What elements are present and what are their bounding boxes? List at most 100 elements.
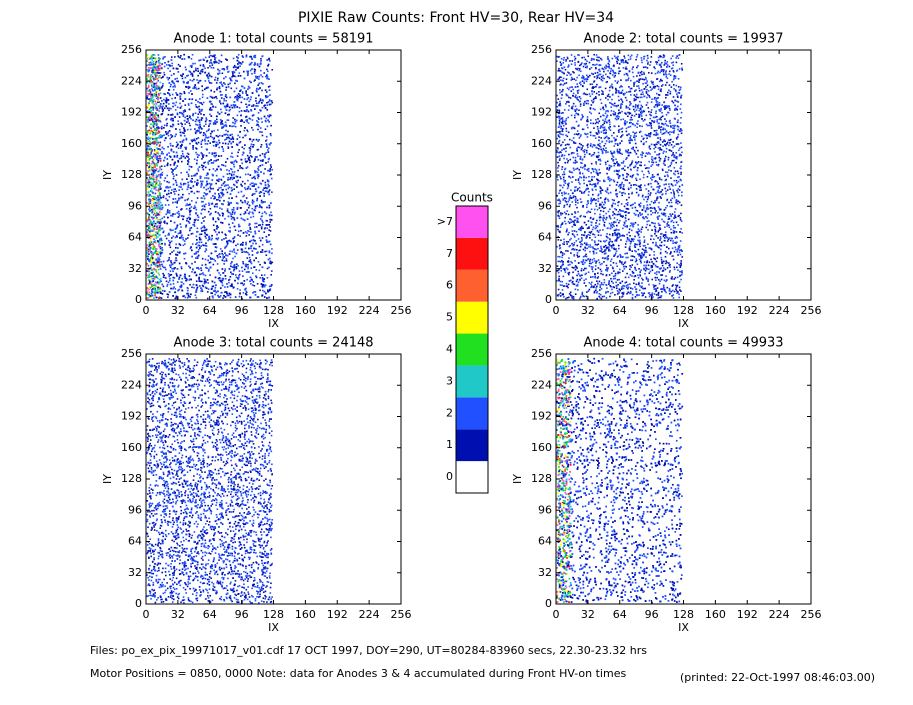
pixel — [244, 127, 246, 129]
pixel — [260, 58, 262, 60]
pixel — [235, 143, 238, 146]
pixel — [233, 266, 236, 269]
pixel — [214, 243, 217, 245]
pixel — [161, 151, 163, 153]
pixel — [216, 115, 218, 118]
pixel — [155, 124, 158, 126]
pixel — [155, 235, 158, 238]
pixel — [236, 99, 239, 102]
pixel — [171, 215, 174, 217]
pixel — [159, 201, 162, 204]
pixel — [270, 166, 273, 168]
pixel — [257, 105, 259, 107]
pixel — [251, 194, 254, 197]
pixel — [148, 169, 151, 172]
pixel — [188, 279, 191, 281]
pixel — [193, 78, 195, 81]
pixel — [170, 168, 173, 170]
pixel — [216, 61, 218, 64]
pixel — [244, 293, 247, 295]
pixel — [156, 78, 159, 80]
pixel — [189, 247, 192, 250]
pixel — [149, 76, 152, 79]
pixel — [217, 68, 219, 71]
pixel — [205, 237, 207, 239]
pixel — [160, 168, 163, 171]
pixel — [151, 97, 153, 99]
pixel — [267, 114, 269, 117]
pixel — [153, 172, 156, 174]
pixel — [211, 234, 213, 237]
pixel — [208, 81, 211, 84]
pixel — [168, 233, 170, 236]
pixel — [179, 274, 182, 277]
pixel — [194, 294, 197, 297]
pixel — [200, 119, 203, 121]
pixel — [208, 236, 210, 239]
pixel — [147, 148, 150, 151]
pixel — [232, 117, 234, 119]
pixel — [179, 98, 182, 100]
pixel — [269, 133, 272, 135]
pixel — [229, 262, 232, 265]
pixel — [206, 172, 209, 175]
pixel — [195, 138, 198, 140]
pixel — [170, 264, 173, 266]
pixel — [205, 123, 207, 126]
pixel — [149, 178, 151, 181]
pixel — [183, 119, 186, 122]
pixel — [152, 170, 155, 172]
pixel — [146, 297, 149, 299]
pixel — [219, 274, 222, 276]
pixel — [172, 145, 174, 147]
pixel — [238, 274, 240, 277]
pixel — [166, 186, 168, 189]
pixel — [223, 260, 226, 262]
pixel — [206, 233, 208, 236]
pixel — [193, 174, 195, 177]
pixel — [162, 152, 165, 155]
pixel — [249, 155, 252, 157]
pixel — [146, 220, 149, 222]
pixel — [205, 188, 208, 191]
pixel — [219, 256, 221, 258]
pixel — [198, 190, 200, 193]
pixel — [250, 278, 253, 281]
pixel — [157, 227, 160, 229]
pixel — [254, 54, 257, 57]
pixel — [264, 89, 267, 91]
pixel — [148, 115, 151, 118]
pixel — [247, 179, 249, 182]
pixel — [232, 207, 235, 209]
pixel — [161, 85, 164, 87]
pixel — [203, 186, 205, 189]
pixel — [161, 289, 164, 292]
pixel — [146, 187, 149, 189]
pixel — [201, 180, 204, 183]
pixel — [203, 278, 206, 280]
pixel — [266, 224, 269, 226]
pixel — [250, 244, 253, 247]
pixel — [166, 193, 168, 196]
pixel — [270, 202, 272, 204]
pixel — [228, 268, 231, 271]
pixel — [149, 125, 152, 128]
pixel — [170, 74, 173, 77]
pixel — [268, 234, 270, 236]
pixel — [197, 81, 200, 84]
pixel — [267, 185, 270, 188]
pixel — [192, 119, 194, 122]
pixel — [207, 282, 209, 284]
pixel — [222, 148, 224, 150]
pixel — [222, 203, 225, 206]
pixel — [153, 225, 156, 227]
pixel — [226, 169, 228, 171]
pixel — [245, 55, 248, 58]
pixel — [165, 100, 168, 102]
pixel — [164, 266, 166, 269]
pixel — [265, 162, 267, 164]
pixel — [175, 174, 178, 176]
pixel — [147, 286, 150, 289]
pixel — [262, 159, 264, 161]
pixel — [232, 70, 235, 73]
